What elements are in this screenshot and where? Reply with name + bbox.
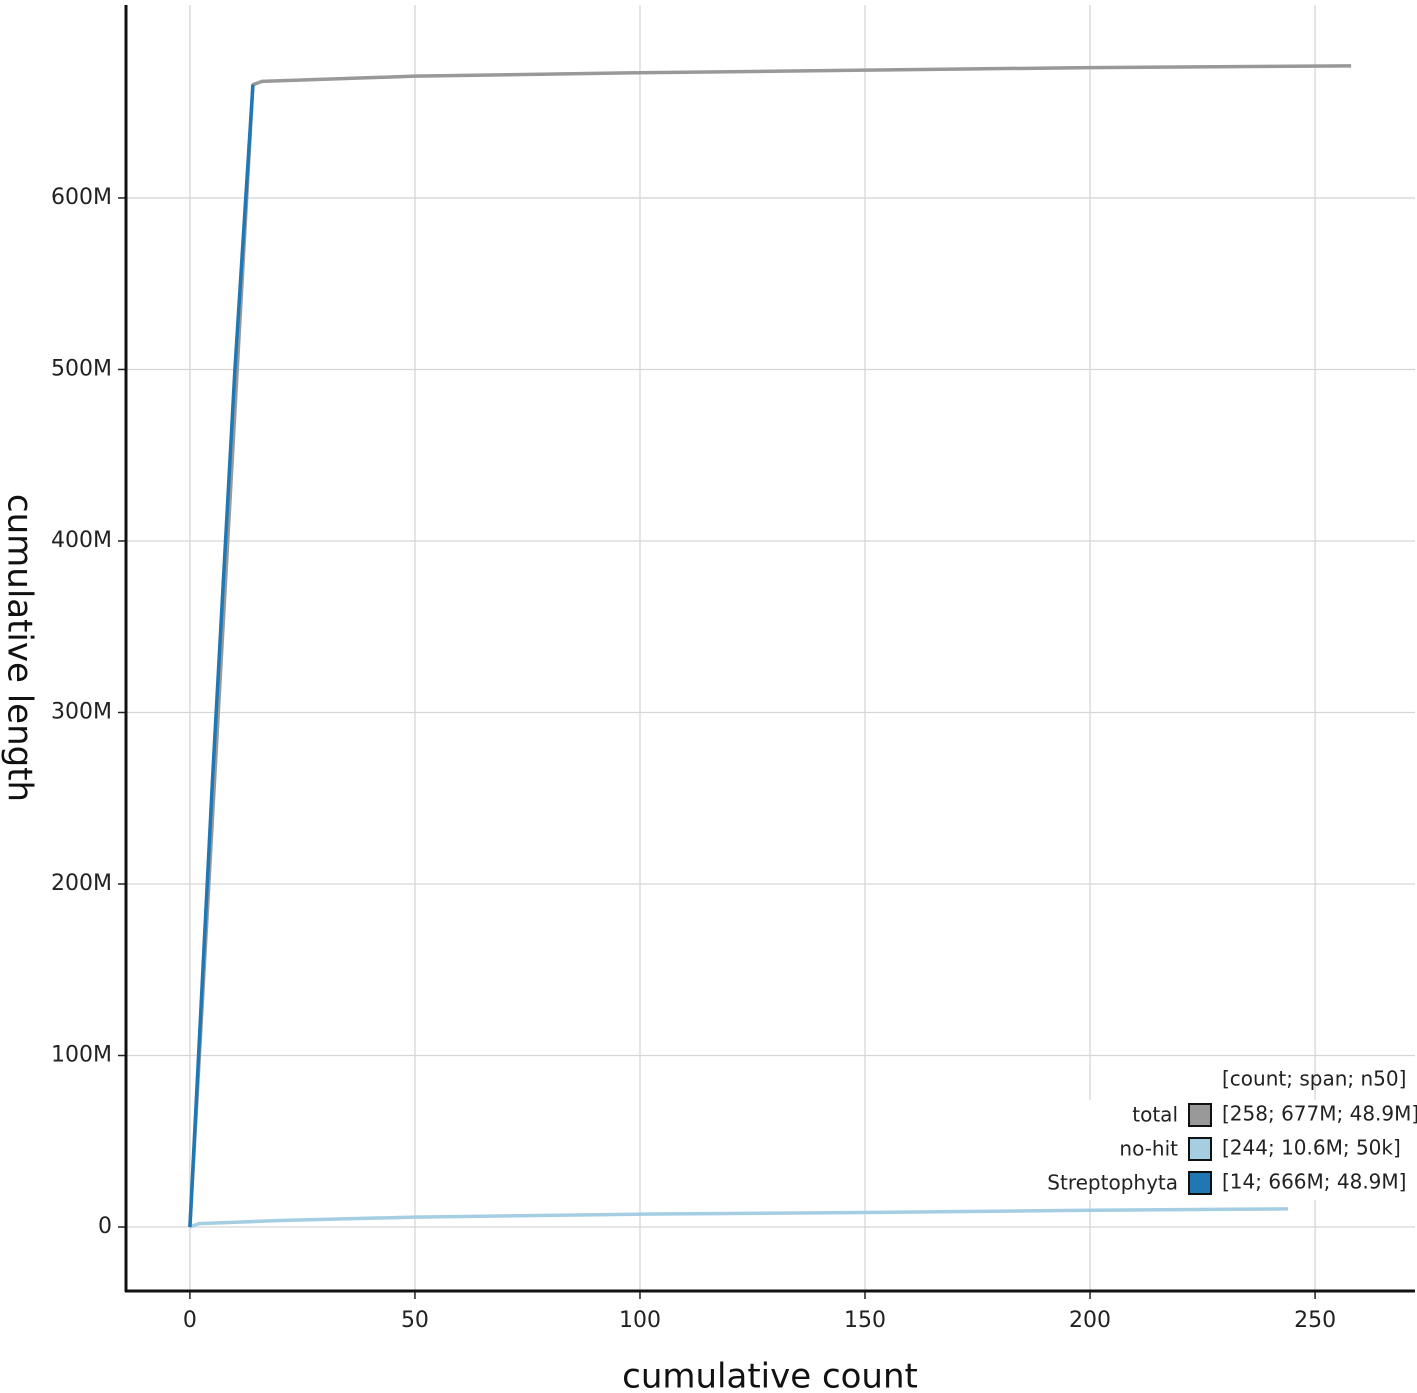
y-tick-label: 100M [51,1043,112,1068]
y-tick-label: 400M [51,528,112,553]
legend-summary: [244; 10.6M; 50k] [1222,1136,1401,1160]
lines [188,64,1352,1229]
legend-label: total [1132,1103,1178,1127]
x-axis-title: cumulative count [622,1357,918,1393]
legend: [count; span; n50] total [258; 677M; 48.9M… [1047,1067,1417,1200]
y-tick-label: 0 [98,1214,112,1239]
x-tick-label: 50 [401,1308,429,1333]
legend-background [1088,1100,1414,1200]
series-line [188,84,255,1228]
legend-label: no-hit [1119,1137,1178,1161]
x-tick-label: 150 [844,1308,886,1333]
legend-swatch [1188,1103,1212,1127]
series-line [189,1207,1289,1229]
series-line [188,64,1352,1228]
y-tick-label: 300M [51,699,112,724]
legend-swatch [1188,1171,1212,1195]
legend-swatch [1188,1137,1212,1161]
axes: 0 50 100 150 200 250 0 100M 200M 300M 400M 500M 600M [51,5,1415,1333]
x-tick-label: 0 [183,1308,197,1333]
y-tick-label: 500M [51,356,112,381]
y-tick-label: 600M [51,185,112,210]
legend-summary: [258; 677M; 48.9M] [1222,1102,1417,1126]
x-tick-label: 100 [619,1308,661,1333]
y-tick-label: 200M [51,871,112,896]
legend-label: Streptophyta [1047,1171,1178,1195]
legend-summary: [14; 666M; 48.9M] [1222,1170,1406,1194]
y-axis-title: cumulative length [0,494,40,802]
legend-title: [count; span; n50] [1222,1067,1406,1091]
x-tick-label: 200 [1069,1308,1111,1333]
grid [126,5,1415,1291]
x-tick-label: 250 [1294,1308,1336,1333]
